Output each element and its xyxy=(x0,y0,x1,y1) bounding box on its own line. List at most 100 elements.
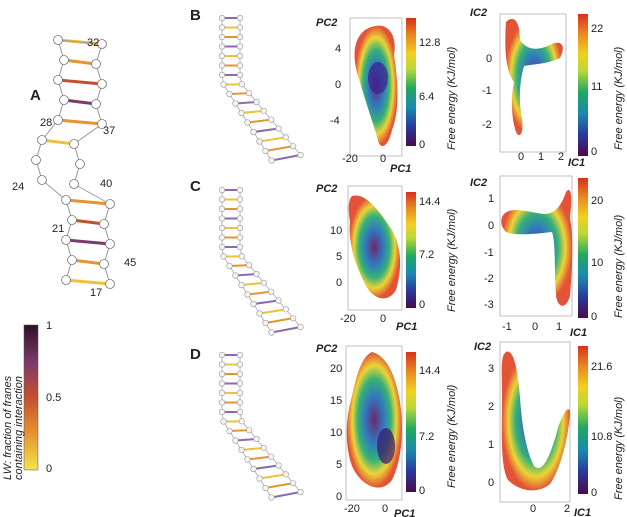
cb-tick: 0 xyxy=(419,299,425,311)
y-tick: 0 xyxy=(488,477,494,489)
nucleotide xyxy=(236,215,244,222)
nucleotide xyxy=(53,75,63,85)
nucleotide xyxy=(59,95,69,105)
y-axis-label: IC2 xyxy=(470,177,487,189)
base-pair xyxy=(71,258,105,266)
base-pair xyxy=(265,145,294,152)
nucleotide xyxy=(218,14,226,22)
x-axis-label: PC1 xyxy=(394,508,415,517)
nucleotide xyxy=(236,14,244,22)
nucleotide xyxy=(236,71,244,79)
lw-legend: 1 0.5 0 LW: fraction of franes containin… xyxy=(2,320,61,480)
y-tick: 0 xyxy=(486,53,492,65)
nucleotide xyxy=(218,380,226,387)
lw-tick-05: 0.5 xyxy=(46,392,61,404)
base-pair xyxy=(271,491,301,499)
nucleotide xyxy=(236,380,244,387)
nucleotide xyxy=(218,408,226,416)
cb-label: Free energy (KJ/mol) xyxy=(613,46,625,150)
nucleotide xyxy=(53,35,63,45)
base-pair xyxy=(247,455,272,461)
lw-title-line2: containing interaction xyxy=(13,376,25,480)
nucleotide xyxy=(218,186,226,194)
y-tick: 1 xyxy=(488,439,494,451)
cb-tick: 0 xyxy=(419,139,425,151)
nucleotide xyxy=(218,52,226,60)
base-pair xyxy=(63,58,97,66)
lw-tick-1: 1 xyxy=(46,320,52,332)
y-tick: -2 xyxy=(484,273,494,285)
nucleotide xyxy=(226,262,233,270)
nucleotide xyxy=(236,243,244,251)
nucleotide xyxy=(97,119,107,129)
y-axis-label: PC2 xyxy=(316,343,337,355)
y-tick: 0 xyxy=(336,491,342,503)
y-tick: 10 xyxy=(330,225,342,237)
x-tick: 0 xyxy=(518,151,524,163)
nucleotide xyxy=(99,259,109,269)
y-tick: 1 xyxy=(488,193,494,205)
nucleotide xyxy=(262,319,269,327)
base-pair xyxy=(235,101,257,105)
base-pair xyxy=(41,138,75,146)
nucleotide xyxy=(253,98,260,106)
base-pair xyxy=(259,473,286,480)
nucleotide xyxy=(297,488,304,496)
nuc-num-32: 32 xyxy=(87,37,99,49)
nucleotide xyxy=(236,370,244,378)
x-axis-label: IC1 xyxy=(568,157,585,169)
nucleotide xyxy=(297,151,304,159)
nucleotide xyxy=(218,234,226,241)
cb-label: Free energy (KJ/mol) xyxy=(446,384,458,488)
nucleotide xyxy=(236,389,244,397)
nucleotide xyxy=(218,361,226,368)
nucleotide xyxy=(246,90,253,97)
cb-tick: 6.4 xyxy=(419,91,434,103)
colorbar xyxy=(406,352,416,492)
nucleotide xyxy=(253,435,260,443)
x-axis-label: IC1 xyxy=(574,507,591,517)
cb-tick: 10 xyxy=(591,257,603,269)
nucleotide xyxy=(256,310,263,317)
cb-tick: 12.8 xyxy=(419,37,440,49)
nucleotide xyxy=(268,453,275,460)
nucleotide xyxy=(37,135,47,145)
nucleotide xyxy=(238,253,245,260)
base-pair xyxy=(253,464,279,470)
y-tick: 3 xyxy=(488,363,494,375)
nucleotide xyxy=(238,418,245,425)
nucleotide xyxy=(268,288,275,295)
nuc-num-24: 24 xyxy=(12,181,24,193)
nucleotide xyxy=(218,370,226,378)
colorbar xyxy=(406,192,416,308)
x-tick: 1 xyxy=(538,151,544,163)
nucleotide xyxy=(236,43,244,50)
nucleotide xyxy=(105,279,115,289)
row-1-pca: PC2 4 0 -4 -20 0 PC1 12.8 6.4 0 Free ene… xyxy=(316,17,458,175)
nucleotide xyxy=(282,134,289,141)
nucleotide xyxy=(218,24,226,31)
cb-tick: 22 xyxy=(591,23,603,35)
y-tick: 0 xyxy=(488,220,494,232)
base-pair xyxy=(65,198,111,206)
base-pair xyxy=(63,98,97,106)
nucleotide xyxy=(250,128,257,136)
nucleotide xyxy=(244,291,251,298)
row-1-ica: IC2 0 -1 -2 0 1 2 IC1 22 11 0 Free energ… xyxy=(470,7,625,169)
nucleotide xyxy=(226,90,233,98)
cb-tick: 10.8 xyxy=(591,431,612,443)
nuc-num-37: 37 xyxy=(103,125,115,137)
nucleotide xyxy=(220,418,227,425)
nucleotide xyxy=(290,315,297,322)
base-pair xyxy=(65,238,111,246)
cb-tick: 0 xyxy=(419,485,425,497)
nucleotide xyxy=(99,219,109,229)
base-pair xyxy=(253,299,279,305)
x-tick: -20 xyxy=(344,503,360,515)
nucleotide xyxy=(260,107,267,114)
panel-a: A 32 28 37 24 40 21 45 17 xyxy=(12,35,136,299)
cb-tick: 21.6 xyxy=(591,361,612,373)
nucleotide xyxy=(218,243,226,251)
row-2-pca: PC2 10 5 0 -20 0 PC1 14.4 7.2 0 Free ene… xyxy=(316,183,458,333)
y-tick: 20 xyxy=(330,363,342,375)
